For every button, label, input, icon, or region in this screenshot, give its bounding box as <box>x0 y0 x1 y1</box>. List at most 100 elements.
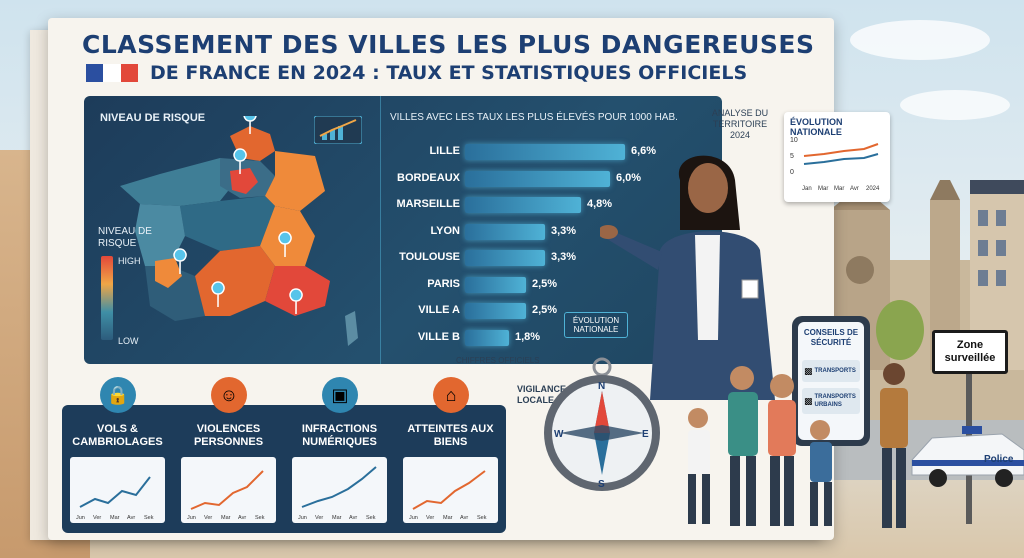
bar-label: Marseille <box>396 198 460 210</box>
compass-letter: W <box>554 429 564 440</box>
trend-month-label: Avr <box>349 515 357 521</box>
trend-month-label: Ver <box>93 515 101 521</box>
crime-category-label: Infractions numériques <box>301 423 378 448</box>
map-pin-icon <box>173 116 303 315</box>
family-member <box>880 363 908 528</box>
map-region-corsica <box>345 311 358 346</box>
trend-line <box>412 470 486 510</box>
bar-value-label: 6,0% <box>616 171 642 184</box>
evolution-tick: 0 <box>790 169 794 176</box>
crime-category-card: ▣ Infractions numériques Jun Ver Mar Avr Sek <box>284 377 395 533</box>
french-flag-icon <box>86 64 138 82</box>
trend-month-label: Avr <box>238 515 246 521</box>
bar-label: Ville B <box>417 330 460 343</box>
security-tip-item: ▩ Transports <box>802 360 860 382</box>
compass-letter: N <box>598 381 605 392</box>
category-trend-chart: Jun Ver Mar Avr Sek <box>292 457 387 523</box>
security-tips-phone: Conseils de sécurité ▩ Transports ▩ Tran… <box>792 316 870 446</box>
evolution-month: 2024 <box>866 186 880 192</box>
evolution-month: Avr <box>850 186 859 192</box>
risk-legend-bar <box>101 256 113 340</box>
trend-month-label: Ver <box>204 515 212 521</box>
evolution-month: Jan <box>802 186 812 192</box>
crime-category-label: Violences personnes <box>193 423 264 448</box>
bar-value-label: 6,6% <box>631 145 657 157</box>
compass-icon: N E S W <box>544 357 660 491</box>
family-member <box>810 420 832 526</box>
category-trend-chart: Jun Ver Mar Avr Sek <box>181 457 276 523</box>
bar <box>465 276 526 293</box>
national-evolution-title: Évolution nationale <box>790 117 843 137</box>
evolution-tick: 10 <box>790 137 798 144</box>
trend-month-label: Avr <box>460 515 468 521</box>
presenter-illustration <box>600 155 775 400</box>
map-region-bordeaux-hotspot <box>155 258 182 288</box>
bar-label: Lyon <box>430 224 460 237</box>
bar-value-label: 3,3% <box>551 224 577 237</box>
compass-letter: S <box>598 479 605 490</box>
bar-label: Paris <box>427 277 460 290</box>
map-heading: Niveau de risque <box>100 112 206 124</box>
evolution-hologram-label: Évolution nationale <box>564 312 628 338</box>
bar-label: Toulouse <box>399 251 460 263</box>
national-evolution-card: Évolution nationale 10 5 0 Jan Mar Mar A… <box>784 112 890 202</box>
police-car: Police <box>911 426 1024 487</box>
compass-letter: E <box>642 429 649 440</box>
bar <box>465 250 545 266</box>
bar <box>465 144 625 160</box>
background-cloud <box>850 20 990 60</box>
trend-month-label: Ver <box>426 515 434 521</box>
chart-footnote: Chiffres officiels <box>456 356 540 365</box>
map-region-paris-hotspot <box>230 168 258 194</box>
trend-month-label: Jun <box>298 515 307 521</box>
bar-value-label: 3,3% <box>551 251 577 263</box>
crime-category-card: 🔒 Vols & cambriolages Jun Ver Mar Avr Sek <box>62 377 173 533</box>
evolution-tick: 5 <box>790 153 794 160</box>
security-tip-item: ▩ Transports urbains <box>802 388 860 414</box>
surveillance-sign: Zone surveillée <box>932 330 1008 374</box>
map-region-east <box>265 151 325 211</box>
lock-icon: 🔒 <box>100 377 136 413</box>
bar-label: Bordeaux <box>397 171 460 184</box>
title-line1: Classement des villes les plus dangereus… <box>82 30 815 59</box>
family-member <box>768 374 796 526</box>
police-label: Police <box>984 454 1014 465</box>
evolution-month: Mar <box>818 186 828 192</box>
national-evolution-chart: 10 5 0 Jan Mar Mar Avr 2024 <box>790 137 880 192</box>
trend-month-label: Sek <box>144 515 154 521</box>
legend-high-label: High <box>118 256 141 266</box>
bar-chart-title: Villes avec les taux les plus élevés pou… <box>390 112 678 123</box>
bar-label: Lille <box>429 145 460 157</box>
bar <box>465 329 509 346</box>
bar <box>465 170 610 187</box>
map-region-northwest <box>120 158 240 206</box>
bar-chart-divider <box>380 96 381 364</box>
trend-month-label: Sek <box>477 515 487 521</box>
trend-month-label: Ver <box>315 515 323 521</box>
title-line2: de France en 2024 : taux et statistiques… <box>150 62 748 84</box>
trend-month-label: Sek <box>255 515 265 521</box>
trend-month-label: Jun <box>409 515 418 521</box>
map-region-west <box>135 204 185 266</box>
crime-category-card: ⌂ Atteintes aux biens Jun Ver Mar Avr Sek <box>395 377 506 533</box>
vigilance-label: Vigilance locale <box>517 384 567 405</box>
trend-month-label: Sek <box>366 515 376 521</box>
trend-month-label: Jun <box>187 515 196 521</box>
laptop-icon: ▣ <box>322 377 358 413</box>
trend-month-label: Mar <box>110 515 120 521</box>
category-trend-chart: Jun Ver Mar Avr Sek <box>70 457 165 523</box>
map-region-center <box>180 196 275 251</box>
evolution-month: Mar <box>834 186 844 192</box>
bar <box>465 197 581 213</box>
crime-category-label: Atteintes aux biens <box>407 423 494 448</box>
bar-value-label: 4,8% <box>587 198 613 210</box>
bar-value-label: 2,5% <box>532 304 558 316</box>
people-icon: ☺ <box>211 377 247 413</box>
bar <box>465 303 526 319</box>
bus-icon: ▩ <box>804 365 813 376</box>
territory-analysis-label: Analyse du territoire 2024 <box>711 108 769 140</box>
background-cloud <box>900 90 1010 120</box>
bar-label: Ville A <box>418 304 460 316</box>
category-trend-chart: Jun Ver Mar Avr Sek <box>403 457 498 523</box>
trend-chart-icon <box>314 116 362 144</box>
